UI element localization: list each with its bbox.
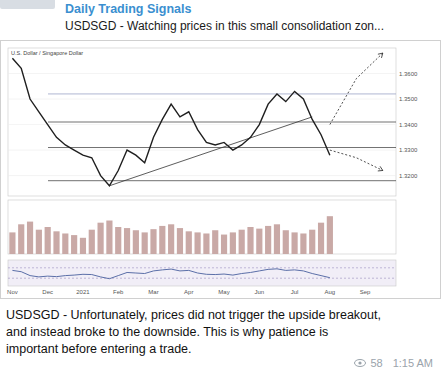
x-tick-label: Mar (148, 289, 158, 295)
volume-bar (98, 223, 104, 254)
level-line (48, 93, 396, 94)
y-tick-label: 1.3300 (399, 147, 418, 153)
plot-area (9, 216, 333, 254)
volume-bar (309, 230, 315, 254)
x-tick-label: Sep (360, 289, 371, 295)
message-meta: 58 1:15 AM (354, 357, 433, 369)
x-tick-label: Jul (291, 289, 299, 295)
x-tick-label: Aug (325, 289, 336, 295)
volume-bar (265, 226, 271, 254)
volume-bar (318, 223, 324, 254)
grid-line (8, 73, 396, 74)
x-tick-label: 2021 (76, 289, 90, 295)
projection-arrow (330, 150, 383, 170)
x-tick-label: Jun (254, 289, 264, 295)
x-tick-label: Nov (7, 289, 18, 295)
panel-frame (8, 200, 396, 254)
plot-area (8, 268, 396, 279)
y-tick-label: 1.3200 (399, 173, 418, 179)
panel-frame (8, 260, 396, 286)
volume-bar (124, 228, 130, 254)
message-time: 1:15 AM (393, 357, 433, 369)
y-tick-label: 1.3500 (399, 96, 418, 102)
volume-bar (36, 230, 42, 254)
volume-bar (247, 227, 253, 254)
volume-bar (230, 232, 236, 254)
level-line (48, 122, 396, 123)
arrow-head (378, 166, 383, 171)
screenshot: Daily Trading Signals USDSGD - Watching p… (0, 0, 441, 375)
volume-bar (71, 235, 77, 254)
volume-bar (18, 224, 24, 254)
volume-bar (212, 230, 218, 254)
projection-arrow (330, 53, 383, 124)
grid-line (8, 278, 396, 279)
x-tick-label: May (218, 289, 229, 295)
channel-name[interactable]: Daily Trading Signals (65, 2, 191, 16)
volume-bar (133, 230, 139, 254)
thumbnail[interactable] (0, 0, 55, 9)
volume-bar (80, 238, 86, 254)
views-icon (354, 359, 366, 367)
grid-line (8, 267, 396, 268)
volume-bar (239, 230, 245, 254)
grid-line (8, 150, 396, 151)
volume-bar (327, 216, 333, 254)
volume-bar (300, 233, 306, 254)
volume-bar (106, 221, 112, 254)
volume-bar (168, 224, 174, 254)
volume-bar (283, 230, 289, 254)
grid-line (8, 124, 396, 125)
trend-line (109, 117, 312, 186)
plot-area (8, 53, 396, 186)
volume-bar (53, 231, 59, 254)
volume-bar (45, 227, 51, 254)
volume-bar (256, 229, 262, 254)
chart-frame (1, 41, 441, 299)
volume-bar (115, 227, 121, 254)
volume-bar (159, 226, 165, 254)
reply-preview[interactable]: USDSGD - Watching prices in this small c… (65, 19, 384, 33)
y-tick-label: 1.3400 (399, 122, 418, 128)
volume-bar (62, 233, 68, 254)
level-line (48, 180, 396, 181)
message-text: and instead broke to the downside. This … (6, 325, 328, 339)
volume-bar (142, 232, 148, 254)
panel-frame (8, 48, 396, 196)
chart-title: U.S. Dollar / Singapore Dollar (11, 50, 83, 56)
volume-bar (89, 230, 95, 254)
volume-bar (292, 232, 298, 254)
volume-bar (221, 235, 227, 254)
volume-bar (203, 233, 209, 254)
message-text: important before entering a trade. (6, 342, 192, 356)
price-line (12, 58, 329, 186)
rsi-line (12, 269, 329, 279)
volume-bar (195, 232, 201, 254)
volume-bar (9, 232, 15, 254)
x-tick-label: Feb (113, 289, 124, 295)
y-tick-label: 1.3600 (399, 71, 418, 77)
x-tick-label: Dec (42, 289, 53, 295)
views-count: 58 (370, 357, 382, 369)
volume-bar (274, 224, 280, 254)
chart-image: 1.3200 1.3300 1.3400 1.3500 1.3600 U.S. Dolla… (0, 40, 441, 300)
volume-bar (177, 228, 183, 254)
message-text: USDSGD - Unfortunately, prices did not t… (6, 308, 381, 322)
volume-bar (27, 222, 33, 254)
arrow-head (378, 53, 383, 58)
grid-line (8, 99, 396, 100)
grid-line (8, 175, 396, 176)
volume-bar (150, 229, 156, 254)
volume-bar (186, 231, 192, 254)
x-tick-label: Apr (184, 289, 193, 295)
